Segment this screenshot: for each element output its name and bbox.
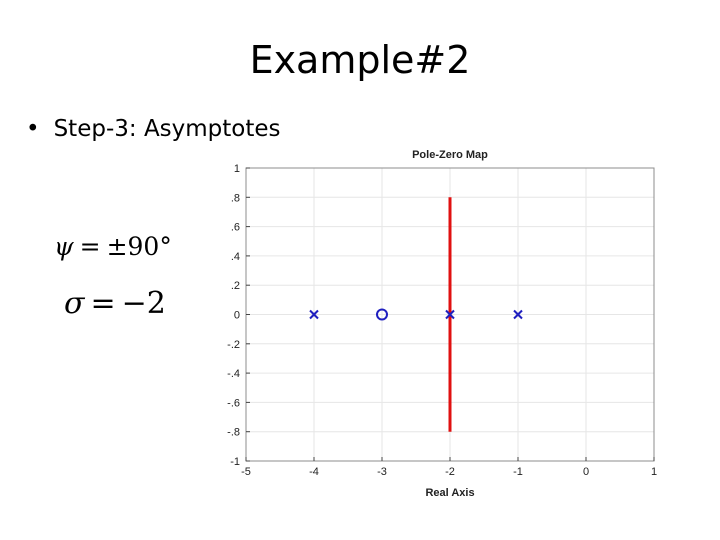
chart-ticks: -5 -4 -3 -2 -1 0 1 -1 -.8 -.6 -.4 -.2 0 .2 .4 .6 .8 1: [227, 163, 657, 478]
pole-marker: [513, 309, 523, 320]
y-tick-label: .4: [231, 251, 240, 263]
x-tick-label: 0: [583, 466, 589, 478]
pole-marker-stroke: [445, 309, 455, 320]
x-tick-label: -5: [241, 466, 251, 478]
y-tick-label: -.2: [227, 339, 240, 351]
y-tick-label: .6: [231, 222, 240, 234]
y-tick-label: -.6: [227, 397, 240, 409]
x-tick-label: -4: [309, 466, 319, 478]
y-tick-label: 1: [234, 163, 240, 175]
equation-sigma: σ = −2: [64, 286, 166, 321]
chart-marks: [309, 197, 523, 432]
pole-marker: [445, 309, 455, 320]
y-tick-label: -.8: [227, 427, 240, 439]
bullet-dot: •: [26, 116, 40, 142]
bullet-step: • Step-3: Asymptotes: [26, 116, 281, 144]
equation-psi-operator: =: [79, 232, 101, 261]
x-tick-label: 1: [651, 466, 657, 478]
equation-psi-symbol: ψ: [54, 232, 74, 261]
chart-title: Pole-Zero Map: [412, 149, 488, 161]
pole-marker-stroke: [309, 309, 319, 320]
equation-sigma-value: −2: [121, 286, 166, 321]
y-tick-label: .8: [231, 192, 240, 204]
equation-sigma-symbol: σ: [64, 286, 85, 321]
equation-sigma-operator: =: [90, 286, 116, 321]
x-axis-label: Real Axis: [425, 487, 474, 499]
pole-marker: [309, 309, 319, 320]
y-tick-label: 0: [234, 310, 240, 322]
equation-psi: ψ = ±90°: [54, 232, 172, 261]
zero-marker: [376, 308, 388, 321]
pole-marker-stroke: [513, 309, 523, 320]
slide-title: Example#2: [249, 38, 471, 82]
x-tick-label: -1: [513, 466, 523, 478]
x-tick-label: -2: [445, 466, 455, 478]
equation-psi-value: ±90°: [106, 232, 172, 261]
y-tick-label: -.4: [227, 368, 240, 380]
x-tick-label: -3: [377, 466, 387, 478]
y-tick-label: -1: [230, 456, 240, 468]
y-tick-label: .2: [231, 280, 240, 292]
bullet-text: Step-3: Asymptotes: [53, 116, 281, 142]
